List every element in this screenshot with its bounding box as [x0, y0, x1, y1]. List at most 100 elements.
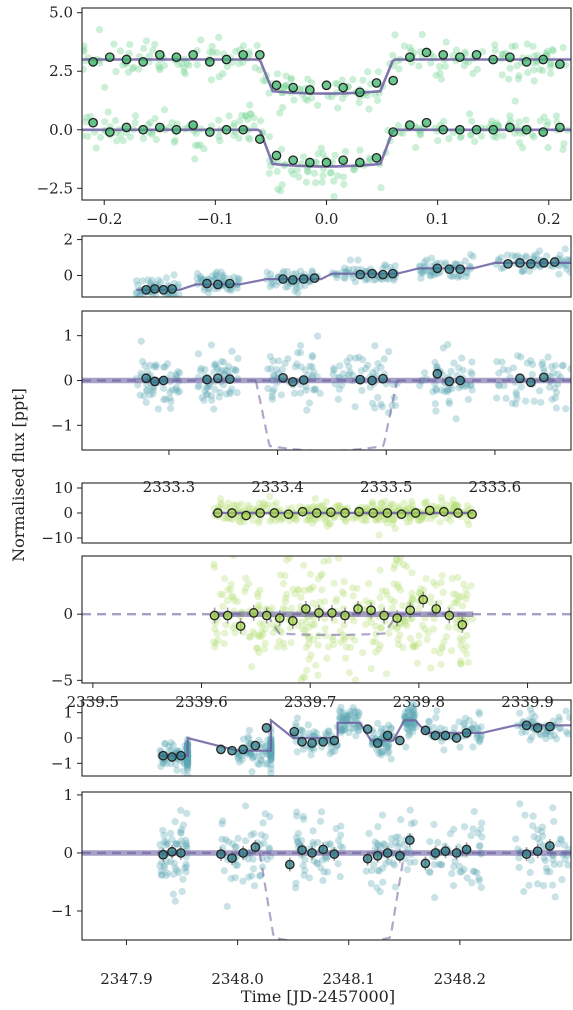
raw-point [156, 66, 164, 74]
raw-point [171, 897, 179, 905]
raw-point [334, 104, 342, 112]
binned-point [444, 376, 455, 387]
raw-point [475, 877, 483, 885]
raw-point [329, 364, 338, 372]
panel-tess-1-trend: 02 [63, 231, 572, 298]
raw-point [340, 636, 349, 644]
raw-point [160, 864, 168, 872]
raw-point [251, 630, 259, 638]
raw-point [369, 369, 377, 377]
raw-point [330, 366, 338, 374]
raw-point [183, 762, 192, 770]
binned-point [451, 848, 462, 858]
raw-point [136, 292, 144, 297]
raw-point [372, 543, 379, 550]
raw-point [230, 122, 238, 130]
raw-point [316, 389, 324, 398]
raw-point [367, 665, 375, 673]
raw-point [181, 864, 189, 872]
raw-point [255, 516, 263, 524]
raw-point [182, 860, 190, 868]
plot-area [82, 543, 571, 683]
raw-point [264, 736, 272, 744]
raw-point [222, 514, 230, 522]
raw-point [312, 385, 320, 393]
binned-point [405, 120, 415, 130]
raw-point [267, 761, 275, 769]
raw-point [292, 515, 300, 523]
raw-point [525, 881, 533, 889]
raw-point [246, 101, 254, 109]
raw-point [260, 501, 268, 509]
binned-point [278, 274, 288, 284]
raw-point [498, 71, 506, 79]
raw-point [173, 840, 181, 849]
binned-point [545, 841, 555, 851]
raw-point [224, 586, 232, 594]
binned-point [248, 608, 259, 618]
raw-point [232, 47, 240, 55]
raw-point [183, 759, 192, 767]
raw-point [267, 752, 275, 760]
raw-point [468, 370, 476, 378]
raw-point [296, 348, 305, 357]
raw-point [548, 45, 557, 54]
raw-point [180, 760, 189, 768]
raw-point [432, 581, 440, 589]
raw-point [119, 137, 127, 145]
binned-point [241, 510, 251, 521]
raw-point [406, 722, 414, 730]
raw-point [183, 757, 192, 765]
raw-point [493, 119, 501, 127]
raw-point [477, 132, 486, 140]
raw-point [368, 599, 376, 607]
raw-point [394, 583, 402, 591]
raw-point [524, 68, 532, 77]
raw-point [326, 750, 334, 758]
raw-point [82, 46, 88, 54]
binned-point [104, 127, 115, 137]
binned-point [366, 605, 376, 616]
raw-point [340, 723, 349, 731]
raw-point [261, 547, 268, 554]
raw-point [362, 867, 370, 875]
raw-point [231, 502, 239, 510]
raw-point [504, 366, 512, 374]
raw-point [135, 65, 143, 73]
raw-point [234, 354, 242, 363]
raw-point [448, 385, 456, 393]
raw-point [411, 701, 419, 710]
raw-point [396, 631, 404, 639]
binned-point [278, 372, 288, 383]
raw-point [302, 619, 311, 627]
raw-point [299, 812, 308, 821]
raw-point [287, 75, 295, 84]
raw-point [438, 572, 446, 580]
raw-point [345, 371, 353, 379]
raw-point [368, 399, 377, 407]
raw-point [494, 381, 502, 389]
raw-point [193, 61, 201, 69]
binned-point [455, 264, 466, 275]
raw-point [405, 727, 413, 735]
raw-point [518, 728, 526, 737]
raw-point [411, 643, 420, 651]
raw-point [246, 110, 254, 118]
raw-point [361, 276, 369, 284]
raw-point [450, 271, 458, 280]
raw-point [408, 595, 416, 603]
raw-point [324, 730, 332, 738]
plot-area [82, 800, 571, 940]
raw-point [299, 153, 308, 161]
raw-point [245, 580, 253, 588]
raw-point [307, 94, 316, 102]
raw-point [492, 133, 501, 142]
raw-point [402, 720, 411, 728]
raw-point [241, 112, 250, 120]
raw-point [551, 394, 559, 402]
raw-point [541, 730, 550, 738]
raw-point [304, 515, 313, 523]
raw-point [459, 636, 467, 644]
binned-point [238, 744, 248, 755]
